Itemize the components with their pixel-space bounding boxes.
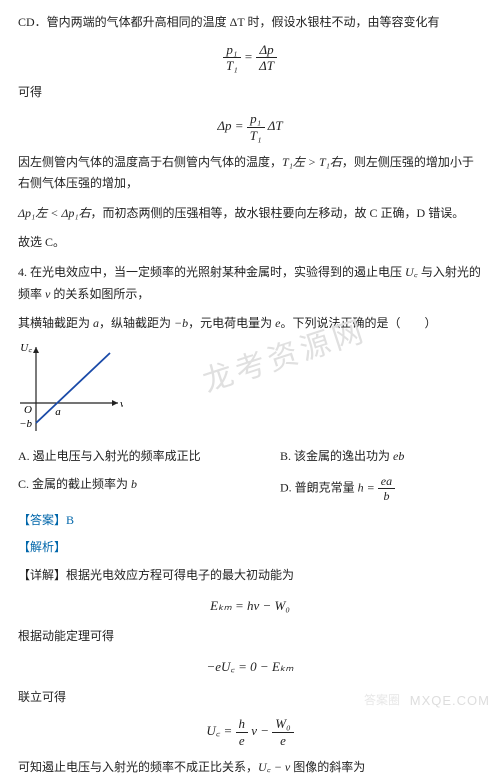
eq4-text: −eU꜀ = 0 − Eₖₘ (206, 659, 293, 674)
finalb: U꜀ − ν (258, 760, 290, 774)
eq5-f2n: W₀ (272, 716, 293, 733)
optd-pre: D. 普朗克常量 (280, 481, 358, 495)
reason2b: ，而初态两侧的压强相等，故水银柱要向左移动，故 C 正确，D 错误。 (91, 206, 465, 220)
question-4: 4. 在光电效应中，当一定频率的光照射某种金属时，实验得到的遏止电压 U꜀ 与入… (18, 262, 482, 305)
equation-5: U꜀ = he ν − W₀e (18, 716, 482, 748)
watermark-circle: 答案圈 (364, 690, 400, 712)
eq1-rhs-num: Δp (256, 42, 277, 59)
eq1-eq: = (244, 49, 256, 64)
question-4b: 其横轴截距为 a，纵轴截距为 −b，元电荷电量为 e。下列说法正确的是（ ） (18, 313, 482, 335)
eq1-rhs-den: ΔT (256, 58, 277, 74)
ans-value: B (66, 513, 74, 527)
reason2a: Δp₁左 < Δp₁右 (18, 206, 91, 220)
finala: 可知遏止电压与入射光的频率不成正比关系， (18, 760, 258, 774)
para-cd: CD．管内两端的气体都升高相同的温度 ΔT 时，假设水银柱不动，由等容变化有 (18, 12, 482, 34)
option-b: B. 该金属的逸出功为 eb (280, 446, 482, 468)
eq2-tail: ΔT (268, 118, 283, 133)
para-reason1: 因左侧管内气体的温度高于右侧管内气体的温度，T₁左 > T₁右，则左侧压强的增加… (18, 152, 482, 195)
eq2-lhs: Δp = (217, 118, 246, 133)
eq1-lhs-den: T₁ (223, 58, 241, 74)
optb-val: eb (393, 449, 404, 463)
eq5-f2d: e (272, 733, 293, 749)
q4f: ，元电荷电量为 (188, 316, 275, 330)
svg-text:a: a (55, 406, 61, 418)
equation-3: Eₖₘ = hν − W₀ (18, 594, 482, 617)
para-kede: 可得 (18, 82, 482, 104)
equation-2: Δp = p₁T₁ ΔT (18, 111, 482, 143)
option-c: C. 金属的截止频率为 b (18, 474, 220, 504)
eq2-num: p₁ (247, 111, 265, 128)
eq3-text: Eₖₘ = hν − W₀ (210, 598, 290, 613)
q4a: 4. 在光电效应中，当一定频率的光照射某种金属时，实验得到的遏止电压 (18, 265, 405, 279)
para-dongneng: 根据动能定理可得 (18, 626, 482, 648)
watermark-mxqe: MXQE.COM (410, 689, 490, 712)
optd-num: ea (378, 474, 395, 489)
uv-chart: U꜀ ν Oa −b (18, 343, 482, 441)
q4c: 的关系如图所示， (50, 287, 149, 301)
optc-pre: C. 金属的截止频率为 (18, 477, 131, 491)
svg-text:ν: ν (120, 398, 123, 410)
q4-negb: −b (174, 316, 188, 330)
option-d: D. 普朗克常量 h = eab (280, 474, 482, 504)
eq5-lhs: U꜀ = (206, 724, 235, 739)
ans-label: 【答案】 (18, 513, 66, 527)
para-guxuan: 故选 C。 (18, 232, 482, 254)
eq2-den: T₁ (247, 128, 265, 144)
equation-1: p₁T₁ = ΔpΔT (18, 42, 482, 74)
q4e: ，纵轴截距为 (99, 316, 174, 330)
eq5-f1n: h (236, 716, 249, 733)
finalc: 图像的斜率为 (290, 760, 365, 774)
reason1b: T₁左 > T₁右 (282, 155, 342, 169)
eq5-f1d: e (236, 733, 249, 749)
jiexi-line: 【解析】 (18, 537, 482, 559)
answer-line: 【答案】B (18, 510, 482, 532)
svg-text:−b: −b (19, 418, 32, 430)
q4-uc: U꜀ (405, 265, 418, 279)
q4d: 其横轴截距为 (18, 316, 93, 330)
option-a: A. 遏止电压与入射光的频率成正比 (18, 446, 220, 468)
para-reason2: Δp₁左 < Δp₁右，而初态两侧的压强相等，故水银柱要向左移动，故 C 正确，… (18, 203, 482, 225)
eq1-lhs-num: p₁ (223, 42, 241, 59)
detail-pre: 【详解】根据光电效应方程可得电子的最大初动能为 (18, 565, 482, 587)
para-final: 可知遏止电压与入射光的频率不成正比关系，U꜀ − ν 图像的斜率为 (18, 757, 482, 778)
svg-text:O: O (24, 404, 32, 416)
optb-pre: B. 该金属的逸出功为 (280, 449, 393, 463)
optd-h: h = (358, 481, 378, 495)
optc-val: b (131, 477, 137, 491)
options-block: A. 遏止电压与入射光的频率成正比 B. 该金属的逸出功为 eb C. 金属的截… (18, 446, 482, 503)
optd-den: b (378, 489, 395, 503)
reason1a: 因左侧管内气体的温度高于右侧管内气体的温度， (18, 155, 282, 169)
uv-chart-svg: U꜀ ν Oa −b (18, 343, 123, 433)
svg-text:U꜀: U꜀ (20, 343, 32, 354)
eq5-mid: ν − (251, 724, 272, 739)
equation-4: −eU꜀ = 0 − Eₖₘ (18, 655, 482, 678)
q4g: 。下列说法正确的是（ ） (280, 316, 436, 330)
